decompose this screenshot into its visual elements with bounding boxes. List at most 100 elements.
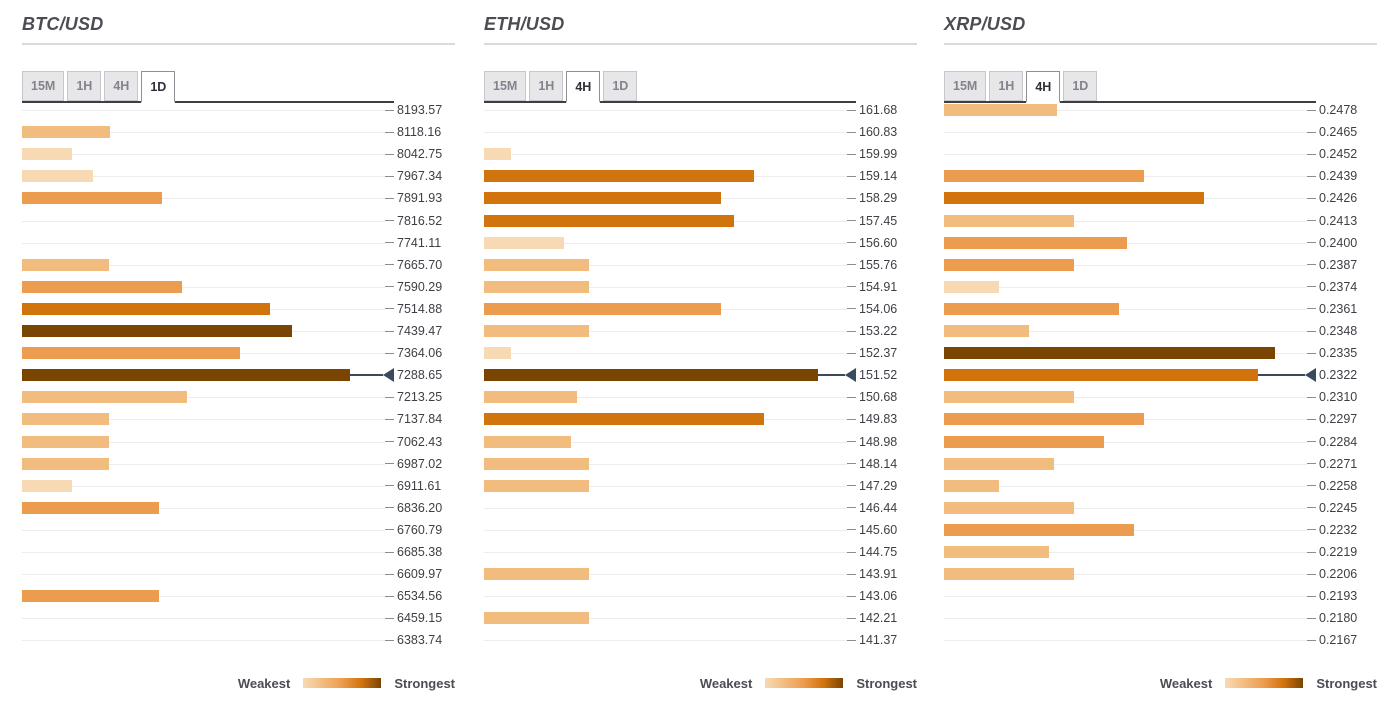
axis-tick — [847, 175, 856, 177]
tab-4h[interactable]: 4H — [104, 71, 139, 101]
tab-4h[interactable]: 4H — [566, 71, 601, 103]
price-text: 7137.84 — [397, 412, 443, 427]
panel-title: ETH/USD — [484, 14, 565, 34]
tab-1d[interactable]: 1D — [603, 71, 638, 101]
grid-line — [22, 419, 385, 421]
current-price-line — [1258, 374, 1305, 377]
price-text: 0.2374 — [1319, 279, 1358, 294]
price-level-label: 6459.15 — [385, 611, 455, 625]
confluence-bar — [484, 170, 754, 183]
axis-tick — [1307, 242, 1316, 244]
price-level-label: 6534.56 — [385, 589, 455, 603]
price-text: 147.29 — [859, 478, 898, 493]
axis-tick — [1307, 418, 1316, 420]
grid-line — [944, 132, 1307, 134]
price-text: 0.2167 — [1319, 633, 1358, 648]
grid-line — [944, 220, 1307, 222]
grid-line — [944, 286, 1307, 288]
price-level-label: 7364.06 — [385, 346, 455, 360]
grid-line — [22, 242, 385, 244]
axis-tick — [1307, 529, 1316, 531]
tab-1d[interactable]: 1D — [1063, 71, 1098, 101]
tab-15m[interactable]: 15M — [944, 71, 987, 101]
confluence-bar — [944, 479, 999, 492]
axis-tick — [1307, 507, 1316, 509]
grid-line — [944, 596, 1307, 598]
price-text: 0.2452 — [1319, 147, 1358, 162]
price-level-label: 142.21 — [847, 611, 917, 625]
price-text: 0.2322 — [1319, 368, 1358, 383]
price-text: 0.2426 — [1319, 191, 1358, 206]
axis-tick — [385, 197, 394, 199]
price-text: 0.2206 — [1319, 567, 1358, 582]
price-level-label: 0.2297 — [1307, 412, 1377, 426]
price-level-label: 0.2193 — [1307, 589, 1377, 603]
price-text: 7891.93 — [397, 191, 443, 206]
grid-line — [22, 110, 385, 111]
price-text: 141.37 — [859, 633, 898, 648]
confluence-bar — [944, 214, 1074, 227]
plot: 161.68 160.83 159.99 159.14 158.29 157.45 156.… — [484, 103, 917, 655]
grid-line — [22, 198, 385, 200]
tab-15m[interactable]: 15M — [484, 71, 527, 101]
tab-1h[interactable]: 1H — [67, 71, 102, 101]
tab-1h[interactable]: 1H — [529, 71, 564, 101]
timeframe-tabs: 15M 1H 4H 1D — [22, 71, 394, 103]
price-text: 159.14 — [859, 169, 898, 184]
confluence-bar — [944, 192, 1204, 205]
price-level-label: 8193.57 — [385, 103, 455, 117]
price-level-label: 151.52 — [847, 368, 917, 382]
confluence-bar — [22, 280, 182, 293]
grid-line — [484, 154, 847, 156]
price-level-label: 7665.70 — [385, 258, 455, 272]
grid-line — [944, 640, 1307, 642]
confluence-bar — [944, 369, 1258, 382]
confluence-panel: ETH/USD 15M 1H 4H 1D 161.68 160.83 159.99 159.… — [484, 14, 917, 691]
tab-15m[interactable]: 15M — [22, 71, 65, 101]
grid-line — [484, 485, 847, 487]
title-rule — [944, 43, 1377, 45]
tab-4h[interactable]: 4H — [1026, 71, 1061, 103]
axis-tick — [385, 153, 394, 155]
axis-tick — [847, 507, 856, 509]
price-level-label: 154.91 — [847, 280, 917, 294]
grid-line — [944, 507, 1307, 509]
axis-tick — [847, 418, 856, 420]
confluence-bar — [22, 435, 109, 448]
grid-line — [484, 441, 847, 443]
tab-1d[interactable]: 1D — [141, 71, 176, 103]
price-text: 0.2348 — [1319, 324, 1358, 338]
price-text: 7213.25 — [397, 390, 443, 405]
price-level-label: 7062.43 — [385, 435, 455, 449]
confluence-bar — [22, 302, 270, 315]
price-level-label: 148.98 — [847, 435, 917, 449]
price-level-label: 6836.20 — [385, 501, 455, 515]
price-level-label: 0.2310 — [1307, 390, 1377, 404]
price-text: 0.2400 — [1319, 235, 1358, 250]
grid-line — [22, 154, 385, 156]
confluence-bar — [944, 347, 1275, 360]
price-level-label: 156.60 — [847, 236, 917, 250]
axis-tick — [847, 639, 856, 641]
price-text: 6534.56 — [397, 589, 443, 604]
price-level-label: 0.2413 — [1307, 214, 1377, 228]
axis-tick — [1307, 352, 1316, 354]
tab-1h[interactable]: 1H — [989, 71, 1024, 101]
strength-legend: Weakest Strongest — [944, 675, 1377, 691]
price-text: 0.2387 — [1319, 257, 1358, 272]
current-price-arrow — [383, 368, 394, 383]
grid-line — [484, 242, 847, 244]
grid-line — [944, 485, 1307, 487]
title-rule — [22, 43, 455, 45]
axis-tick — [385, 109, 394, 111]
price-level-label: 7514.88 — [385, 302, 455, 316]
grid-line — [22, 574, 385, 576]
axis-tick — [385, 639, 394, 641]
price-text: 0.2478 — [1319, 103, 1358, 117]
price-text: 7514.88 — [397, 301, 443, 316]
axis-tick — [1307, 396, 1316, 398]
price-level-label: 0.2400 — [1307, 236, 1377, 250]
axis-tick — [1307, 175, 1316, 177]
grid-line — [944, 618, 1307, 620]
panel-title: BTC/USD — [22, 14, 104, 34]
